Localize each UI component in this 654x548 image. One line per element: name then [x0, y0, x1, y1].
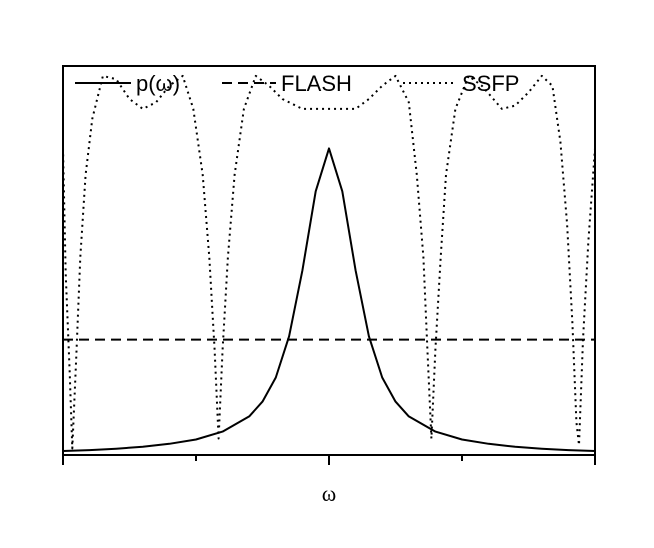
plot-frame [62, 65, 596, 456]
legend-label-ssfp: SSFP [462, 71, 519, 96]
x-axis-ticks [62, 455, 596, 465]
legend-label-flash: FLASH [281, 71, 352, 96]
x-axis-label: ω [322, 481, 336, 506]
legend-label-p: p(ω) [136, 71, 180, 96]
series-line-ssfp [62, 74, 596, 450]
legend: p(ω) FLASH SSFP [75, 71, 519, 96]
series-layer [62, 74, 596, 452]
series-line-p [62, 147, 596, 452]
